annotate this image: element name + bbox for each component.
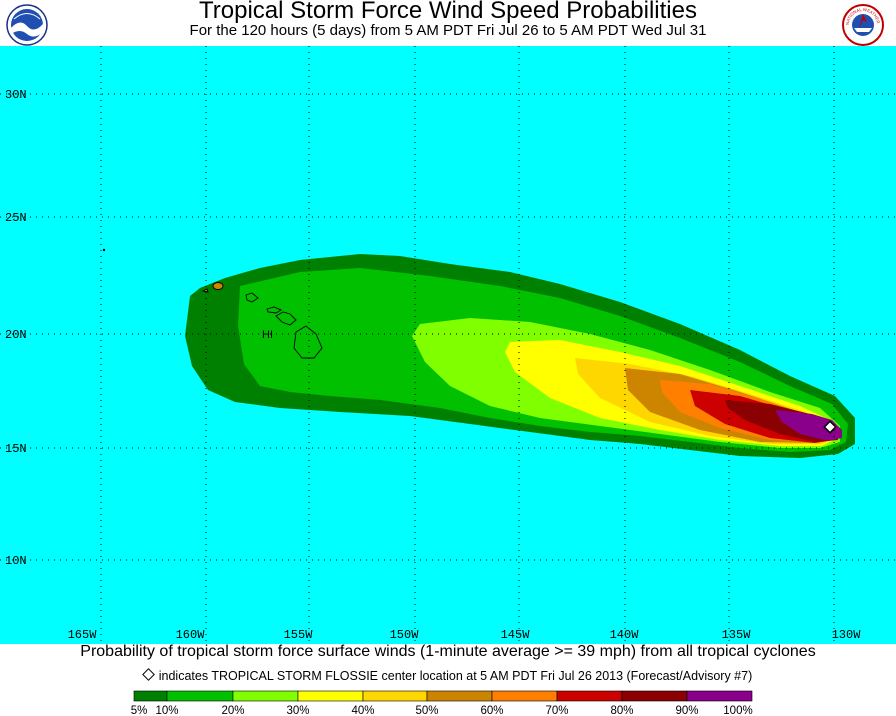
legend-label: 100% [723, 705, 752, 716]
legend-swatch [232, 690, 299, 702]
hawaiian-islands: HI [201, 282, 323, 359]
page-subtitle: For the 120 hours (5 days) from 5 AM PDT… [189, 22, 707, 39]
islands-label: HI [262, 329, 273, 341]
lon-label: 130W [832, 628, 862, 642]
legend-label: 20% [221, 705, 244, 716]
page-title: Tropical Storm Force Wind Speed Probabil… [199, 0, 697, 24]
legend-label: 70% [545, 705, 568, 716]
legend-bars [133, 690, 753, 702]
island-maui [275, 311, 297, 326]
lon-label: 150W [390, 628, 420, 642]
graticule [0, 46, 896, 644]
lat-label: 25N [5, 211, 27, 225]
lon-label: 140W [610, 628, 640, 642]
lon-label: 160W [176, 628, 206, 642]
small-island-dot [102, 248, 106, 252]
probability-map: HI 30N 25N 20N 15N 10N 165W 160W 155W 15… [0, 46, 896, 644]
nws-logo: NATIONAL WEATHER SERVICE [842, 4, 884, 46]
caption-storm-location-text: indicates TROPICAL STORM FLOSSIE center … [158, 669, 753, 683]
storm-center-marker [823, 420, 837, 434]
swath-90 [775, 410, 842, 441]
island-molokai [266, 306, 282, 314]
legend-swatch [166, 690, 234, 702]
lat-label: 15N [5, 442, 27, 456]
legend-label: 5% [131, 705, 148, 716]
legend-swatch [133, 690, 168, 702]
probability-swaths [185, 254, 855, 458]
legend-swatch [556, 690, 623, 702]
lat-label: 10N [5, 554, 27, 568]
legend-label: 80% [610, 705, 633, 716]
island-oahu [245, 292, 259, 303]
legend-label: 60% [480, 705, 503, 716]
lon-label: 165W [68, 628, 98, 642]
legend-label: 50% [415, 705, 438, 716]
island-hawaii [293, 325, 323, 359]
lon-label: 135W [722, 628, 752, 642]
lon-label: 145W [501, 628, 531, 642]
latitude-labels: 30N 25N 20N 15N 10N [5, 88, 27, 568]
lat-label: 20N [5, 328, 27, 342]
caption-storm-location: indicates TROPICAL STORM FLOSSIE center … [0, 668, 896, 683]
island-kauai [212, 282, 224, 290]
legend-swatch [297, 690, 364, 702]
diamond-icon [141, 668, 155, 681]
legend-swatch [686, 690, 753, 702]
header: Tropical Storm Force Wind Speed Probabil… [0, 0, 896, 46]
lon-label: 155W [284, 628, 314, 642]
legend-swatch [491, 690, 558, 702]
legend-swatch [621, 690, 688, 702]
legend-labels: 5% 10% 20% 30% 40% 50% 60% 70% 80% 90% 100% [131, 705, 753, 716]
lat-label: 30N [5, 88, 27, 102]
legend-label: 40% [351, 705, 374, 716]
legend-label: 30% [286, 705, 309, 716]
caption-probability: Probability of tropical storm force surf… [80, 643, 816, 660]
longitude-labels: 165W 160W 155W 150W 145W 140W 135W 130W [68, 628, 862, 642]
legend: 5% 10% 20% 30% 40% 50% 60% 70% 80% 90% 100% [131, 690, 753, 716]
noaa-logo [6, 4, 48, 46]
legend-swatch [426, 690, 493, 702]
legend-label: 90% [675, 705, 698, 716]
legend-swatch [362, 690, 428, 702]
island-niihau [201, 288, 209, 293]
legend-label: 10% [155, 705, 178, 716]
